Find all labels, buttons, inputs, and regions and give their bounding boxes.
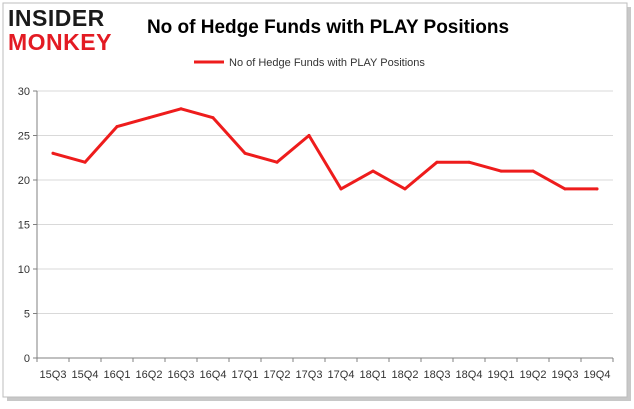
x-tick-labels: 15Q3 15Q4 16Q1 16Q2 16Q3 16Q4 17Q1 17Q2 17Q3 17Q4… [40,369,611,381]
frame-border [2,2,628,398]
x-tick-label: 16Q3 [168,369,195,381]
x-tick-label: 19Q3 [552,369,579,381]
data-point [211,116,215,120]
y-tick-labels: 0 5 10 15 20 25 30 [18,86,30,365]
x-tick-label: 18Q4 [456,369,483,381]
y-tick-label: 25 [18,131,30,143]
x-tick-label: 17Q1 [232,369,259,381]
logo-line1: INSIDER [8,5,105,31]
x-tick-label: 16Q4 [200,369,227,381]
gridlines [37,90,613,314]
y-tick-label: 5 [24,309,30,321]
series-layer [51,107,599,191]
data-point [243,151,247,155]
data-point [499,169,503,173]
x-tick-label: 16Q1 [104,369,131,381]
data-point [51,151,55,155]
data-point [595,187,599,191]
x-tick-label: 19Q1 [488,369,515,381]
data-point [307,134,311,137]
data-point [115,125,119,129]
data-point [179,107,183,111]
y-tick-label: 10 [18,264,30,276]
x-tick-label: 19Q2 [520,369,547,381]
x-tick-label: 18Q1 [360,369,387,381]
x-tick-label: 19Q4 [584,369,611,381]
data-point [467,160,471,164]
y-tick-label: 15 [18,220,30,232]
data-point [563,187,567,191]
y-tick-label: 20 [18,175,30,187]
data-point [531,169,535,173]
x-tick-label: 18Q3 [424,369,451,381]
data-point [147,116,151,120]
legend-label: No of Hedge Funds with PLAY Positions [229,57,425,69]
logo-line2: MONKEY [8,29,112,55]
data-point [435,160,439,164]
y-tick-label: 30 [18,86,30,98]
series-line [51,107,599,191]
x-tick-label: 16Q2 [136,369,163,381]
insider-monkey-logo: INSIDER MONKEY [8,5,112,55]
data-point [275,160,279,164]
x-tick-label: 17Q3 [296,369,323,381]
data-point [339,187,343,191]
x-tick-label: 17Q4 [328,369,355,381]
x-tick-label: 18Q2 [392,369,419,381]
x-tick-label: 15Q4 [72,369,99,381]
axes [33,90,614,362]
legend: No of Hedge Funds with PLAY Positions [194,57,425,69]
data-point [403,187,407,191]
chart-title: No of Hedge Funds with PLAY Positions [147,17,509,38]
data-point [371,169,375,173]
data-point [83,160,87,164]
x-tick-label: 15Q3 [40,369,67,381]
y-tick-label: 0 [24,353,30,365]
x-tick-label: 17Q2 [264,369,291,381]
